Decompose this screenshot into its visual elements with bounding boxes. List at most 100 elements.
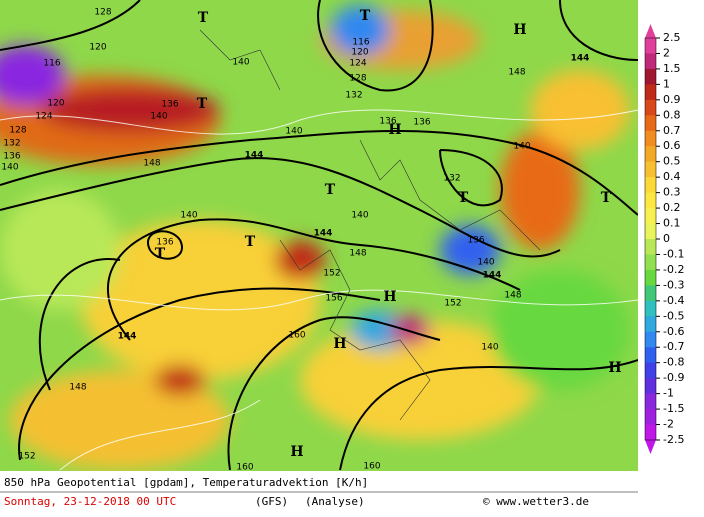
- colorbar-swatch: [645, 269, 656, 286]
- contour-label: 140: [150, 112, 167, 122]
- pressure-center: H: [513, 22, 526, 38]
- colorbar-swatch: [645, 99, 656, 116]
- colorbar-label: -0.8: [663, 356, 684, 369]
- colorbar-label: -0.4: [663, 294, 684, 307]
- colorbar-swatch: [645, 84, 656, 101]
- colorbar-label: 0: [663, 232, 670, 245]
- pressure-center: T: [155, 246, 166, 262]
- colorbar-swatch: [645, 208, 656, 225]
- colorbar-label: 0.1: [663, 217, 681, 230]
- contour-label: 128: [94, 8, 111, 18]
- contour-label: 120: [351, 48, 368, 58]
- contour-label: 144: [118, 332, 137, 342]
- colorbar-label: -0.5: [663, 309, 684, 322]
- colorbar-swatch: [645, 177, 656, 194]
- colorbar-label: 0.4: [663, 170, 681, 183]
- contour-label: 144: [483, 271, 502, 281]
- colorbar-swatch: [645, 316, 656, 333]
- colorbar-swatch: [645, 254, 656, 271]
- contour-label: 144: [245, 151, 264, 161]
- colorbar-label: 0.6: [663, 139, 681, 152]
- colorbar-swatch: [645, 300, 656, 317]
- model: (GFS): [255, 495, 288, 508]
- colorbar-swatch: [645, 115, 656, 132]
- contour-label: 136: [161, 100, 178, 110]
- colorbar-label: -0.9: [663, 371, 684, 384]
- contour-label: 152: [444, 299, 461, 309]
- contour-label: 156: [325, 294, 342, 304]
- colorbar-swatch: [645, 192, 656, 209]
- run: (Analyse): [305, 495, 365, 508]
- pressure-center: H: [388, 122, 401, 138]
- contour-label: 148: [504, 291, 521, 301]
- contour-label: 160: [363, 462, 380, 472]
- contour-label: 148: [69, 383, 86, 393]
- colorbar-label: -0.7: [663, 340, 684, 353]
- contour-label: 148: [143, 159, 160, 169]
- contour-label: 136: [467, 236, 484, 246]
- contour-label: 140: [477, 258, 494, 268]
- colorbar-label: 0.2: [663, 201, 681, 214]
- colorbar-label: -0.1: [663, 247, 684, 260]
- contour-label: 120: [89, 43, 106, 53]
- contour-label: 136: [156, 238, 173, 248]
- contour-label: 124: [349, 59, 366, 69]
- colorbar-swatch: [645, 223, 656, 240]
- colorbar-label: 0.9: [663, 93, 681, 106]
- colorbar-label: -1: [663, 387, 674, 400]
- contour-label: 136: [413, 118, 430, 128]
- colorbar-label: 1: [663, 77, 670, 90]
- colorbar-label: 1.5: [663, 62, 681, 75]
- colorbar-cap: [645, 440, 656, 454]
- contour-label: 144: [314, 229, 333, 239]
- colorbar-swatch: [645, 146, 656, 163]
- contour-label: 140: [180, 211, 197, 221]
- colorbar-swatch: [645, 424, 656, 441]
- colorbar-swatch: [645, 38, 656, 54]
- contour-label: 136: [379, 117, 396, 127]
- colorbar-swatch: [645, 239, 656, 255]
- colorbar-label: -2: [663, 418, 674, 431]
- pressure-center: H: [333, 336, 346, 352]
- colorbar-swatch: [645, 285, 656, 302]
- contour-label: 132: [345, 91, 362, 101]
- colorbar-swatch: [645, 130, 656, 147]
- contour-label: 124: [35, 112, 52, 122]
- colorbar-swatch: [645, 393, 656, 410]
- contour-label: 160: [236, 463, 253, 473]
- colorbar-label: 0.7: [663, 124, 681, 137]
- contour-label: 116: [43, 59, 60, 69]
- colorbar-swatch: [645, 161, 656, 178]
- colorbar-label: 2: [663, 46, 670, 59]
- colorbar-label: -0.2: [663, 263, 684, 276]
- colorbar-swatch: [645, 53, 656, 70]
- colorbar-swatch: [645, 347, 656, 364]
- pressure-center: T: [245, 234, 256, 250]
- contour-label: 152: [18, 452, 35, 462]
- contour-label: 120: [47, 99, 64, 109]
- contour-label: 152: [323, 269, 340, 279]
- colorbar-label: -0.6: [663, 325, 684, 338]
- contour-label: 136: [3, 152, 20, 162]
- contour-label: 140: [481, 343, 498, 353]
- contour-label: 148: [349, 249, 366, 259]
- contour-label: 140: [285, 127, 302, 137]
- colorbar-cap: [645, 24, 656, 38]
- pressure-center: T: [197, 96, 208, 112]
- pressure-center: H: [290, 444, 303, 460]
- contour-label: 128: [349, 74, 366, 84]
- contour-label: 132: [443, 174, 460, 184]
- colorbar: 2.5 2 1.5 1 0.9 0.8 0.7 0.6 0.5 0.4 0.3 0.2 0.1 0 -0.1…: [644, 24, 684, 454]
- pressure-center: T: [601, 190, 612, 206]
- contour-label: 116: [352, 38, 369, 48]
- colorbar-swatch: [645, 362, 656, 379]
- contour-label: 140: [1, 163, 18, 173]
- contour-label: 160: [288, 331, 305, 341]
- colorbar-swatch: [645, 378, 656, 395]
- pressure-center: H: [608, 360, 621, 376]
- contour-label: 132: [3, 139, 20, 149]
- contour-label: 144: [571, 54, 590, 64]
- colorbar-label: 0.5: [663, 155, 681, 168]
